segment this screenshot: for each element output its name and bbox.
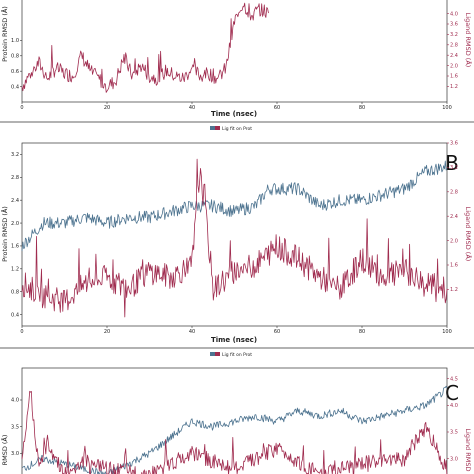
plot-frame bbox=[21, 367, 448, 474]
x-tick-label: 60 bbox=[274, 105, 280, 111]
x-tick-label: 100 bbox=[442, 105, 452, 111]
left-tick-label: 0.8 bbox=[11, 289, 19, 295]
x-tick-label: 0 bbox=[20, 329, 23, 335]
right-tick-label: 3.6 bbox=[450, 141, 458, 147]
panel-a: 0.4 0.6 0.8 1.0 1.2 1.6 2.0 2.4 2.8 3.2 3.6 4.0 0 2… bbox=[0, 0, 474, 123]
left-tick-label: 0.8 bbox=[11, 53, 19, 59]
left-tick-label: 2.0 bbox=[11, 221, 19, 227]
right-axis-label: Ligand RMSD (Å) bbox=[464, 13, 473, 68]
right-tick-label: 1.2 bbox=[450, 287, 458, 293]
legend: Lig fit on Prot bbox=[210, 352, 252, 358]
legend-swatch-protein bbox=[210, 126, 215, 130]
x-tick-label: 100 bbox=[442, 329, 452, 335]
panel-letter: B bbox=[445, 151, 459, 175]
left-tick-label: 0.4 bbox=[11, 84, 19, 90]
right-tick-label: 1.6 bbox=[450, 263, 458, 269]
right-tick-label: 3.0 bbox=[450, 456, 458, 462]
panel-letter: C bbox=[445, 381, 459, 405]
plot-frame bbox=[21, 142, 448, 327]
x-tick-label: 20 bbox=[104, 105, 110, 111]
right-tick-label: 2.4 bbox=[450, 53, 458, 59]
ligand-rmsd-series bbox=[21, 158, 448, 318]
right-tick-label: 3.2 bbox=[450, 165, 458, 171]
panel-c: C Lig fit on Prot 3.0 3.5 4.0 3.0 3.5 4.0 4.5… bbox=[0, 352, 472, 474]
right-tick-label: 1.2 bbox=[450, 84, 458, 90]
right-tick-label: 1.6 bbox=[450, 74, 458, 80]
left-tick-label: 3.2 bbox=[11, 152, 19, 158]
x-axis-label: Time (nsec) bbox=[211, 110, 257, 118]
left-tick-label: 1.0 bbox=[11, 38, 19, 44]
right-tick-label: 2.0 bbox=[450, 63, 458, 69]
left-tick-label: 4.0 bbox=[11, 398, 19, 404]
left-tick-label: 0.4 bbox=[11, 312, 19, 318]
x-tick-label: 80 bbox=[359, 105, 365, 111]
legend: Lig fit on Prot bbox=[210, 126, 252, 132]
left-tick-label: 3.0 bbox=[11, 451, 19, 457]
legend-label: Lig fit on Prot bbox=[222, 352, 252, 358]
right-tick-label: 4.0 bbox=[450, 403, 458, 409]
x-tick-label: 60 bbox=[274, 329, 280, 335]
left-tick-label: 2.4 bbox=[11, 198, 19, 204]
left-tick-label: 0.6 bbox=[11, 69, 19, 75]
right-axis-label: Ligand RMSD bbox=[464, 428, 472, 471]
left-axis-label: Protein RMSD (Å) bbox=[0, 206, 9, 262]
panel-b: B Lig fit on Prot 0.4 0.8 1.2 1.6 2.0 2.4 2.8 3… bbox=[0, 126, 474, 349]
right-tick-label: 2.4 bbox=[450, 214, 458, 220]
legend-swatch-ligand bbox=[215, 352, 220, 356]
left-tick-label: 3.5 bbox=[11, 424, 19, 430]
right-tick-label: 4.0 bbox=[450, 11, 458, 17]
protein-rmsd-series bbox=[21, 385, 448, 474]
left-tick-label: 2.8 bbox=[11, 175, 19, 181]
legend-label: Lig fit on Prot bbox=[222, 126, 252, 132]
x-tick-label: 0 bbox=[20, 105, 23, 111]
x-tick-label: 40 bbox=[189, 329, 195, 335]
x-tick-label: 40 bbox=[189, 105, 195, 111]
ligand-rmsd-series bbox=[21, 2, 269, 93]
right-tick-label: 3.2 bbox=[450, 32, 458, 38]
right-tick-label: 4.5 bbox=[450, 376, 458, 382]
left-axis-label: RMSD (Å) bbox=[0, 435, 9, 466]
x-axis-label: Time (nsec) bbox=[211, 336, 257, 344]
x-tick-label: 20 bbox=[104, 329, 110, 335]
legend-swatch-ligand bbox=[215, 126, 220, 130]
legend-swatch-protein bbox=[210, 352, 215, 356]
plot-frame bbox=[21, 0, 448, 103]
ligand-rmsd-series bbox=[21, 390, 448, 474]
x-tick-label: 80 bbox=[359, 329, 365, 335]
right-tick-label: 3.5 bbox=[450, 430, 458, 436]
left-tick-label: 1.2 bbox=[11, 267, 19, 273]
right-tick-label: 2.8 bbox=[450, 43, 458, 49]
left-axis-label: Protein RMSD (Å) bbox=[0, 6, 9, 62]
right-tick-label: 2.8 bbox=[450, 190, 458, 196]
right-axis-label: Ligand RMSD (Å) bbox=[464, 207, 473, 262]
right-tick-label: 2.0 bbox=[450, 238, 458, 244]
right-tick-label: 3.6 bbox=[450, 22, 458, 28]
left-tick-label: 1.6 bbox=[11, 244, 19, 250]
protein-rmsd-series bbox=[21, 160, 448, 252]
